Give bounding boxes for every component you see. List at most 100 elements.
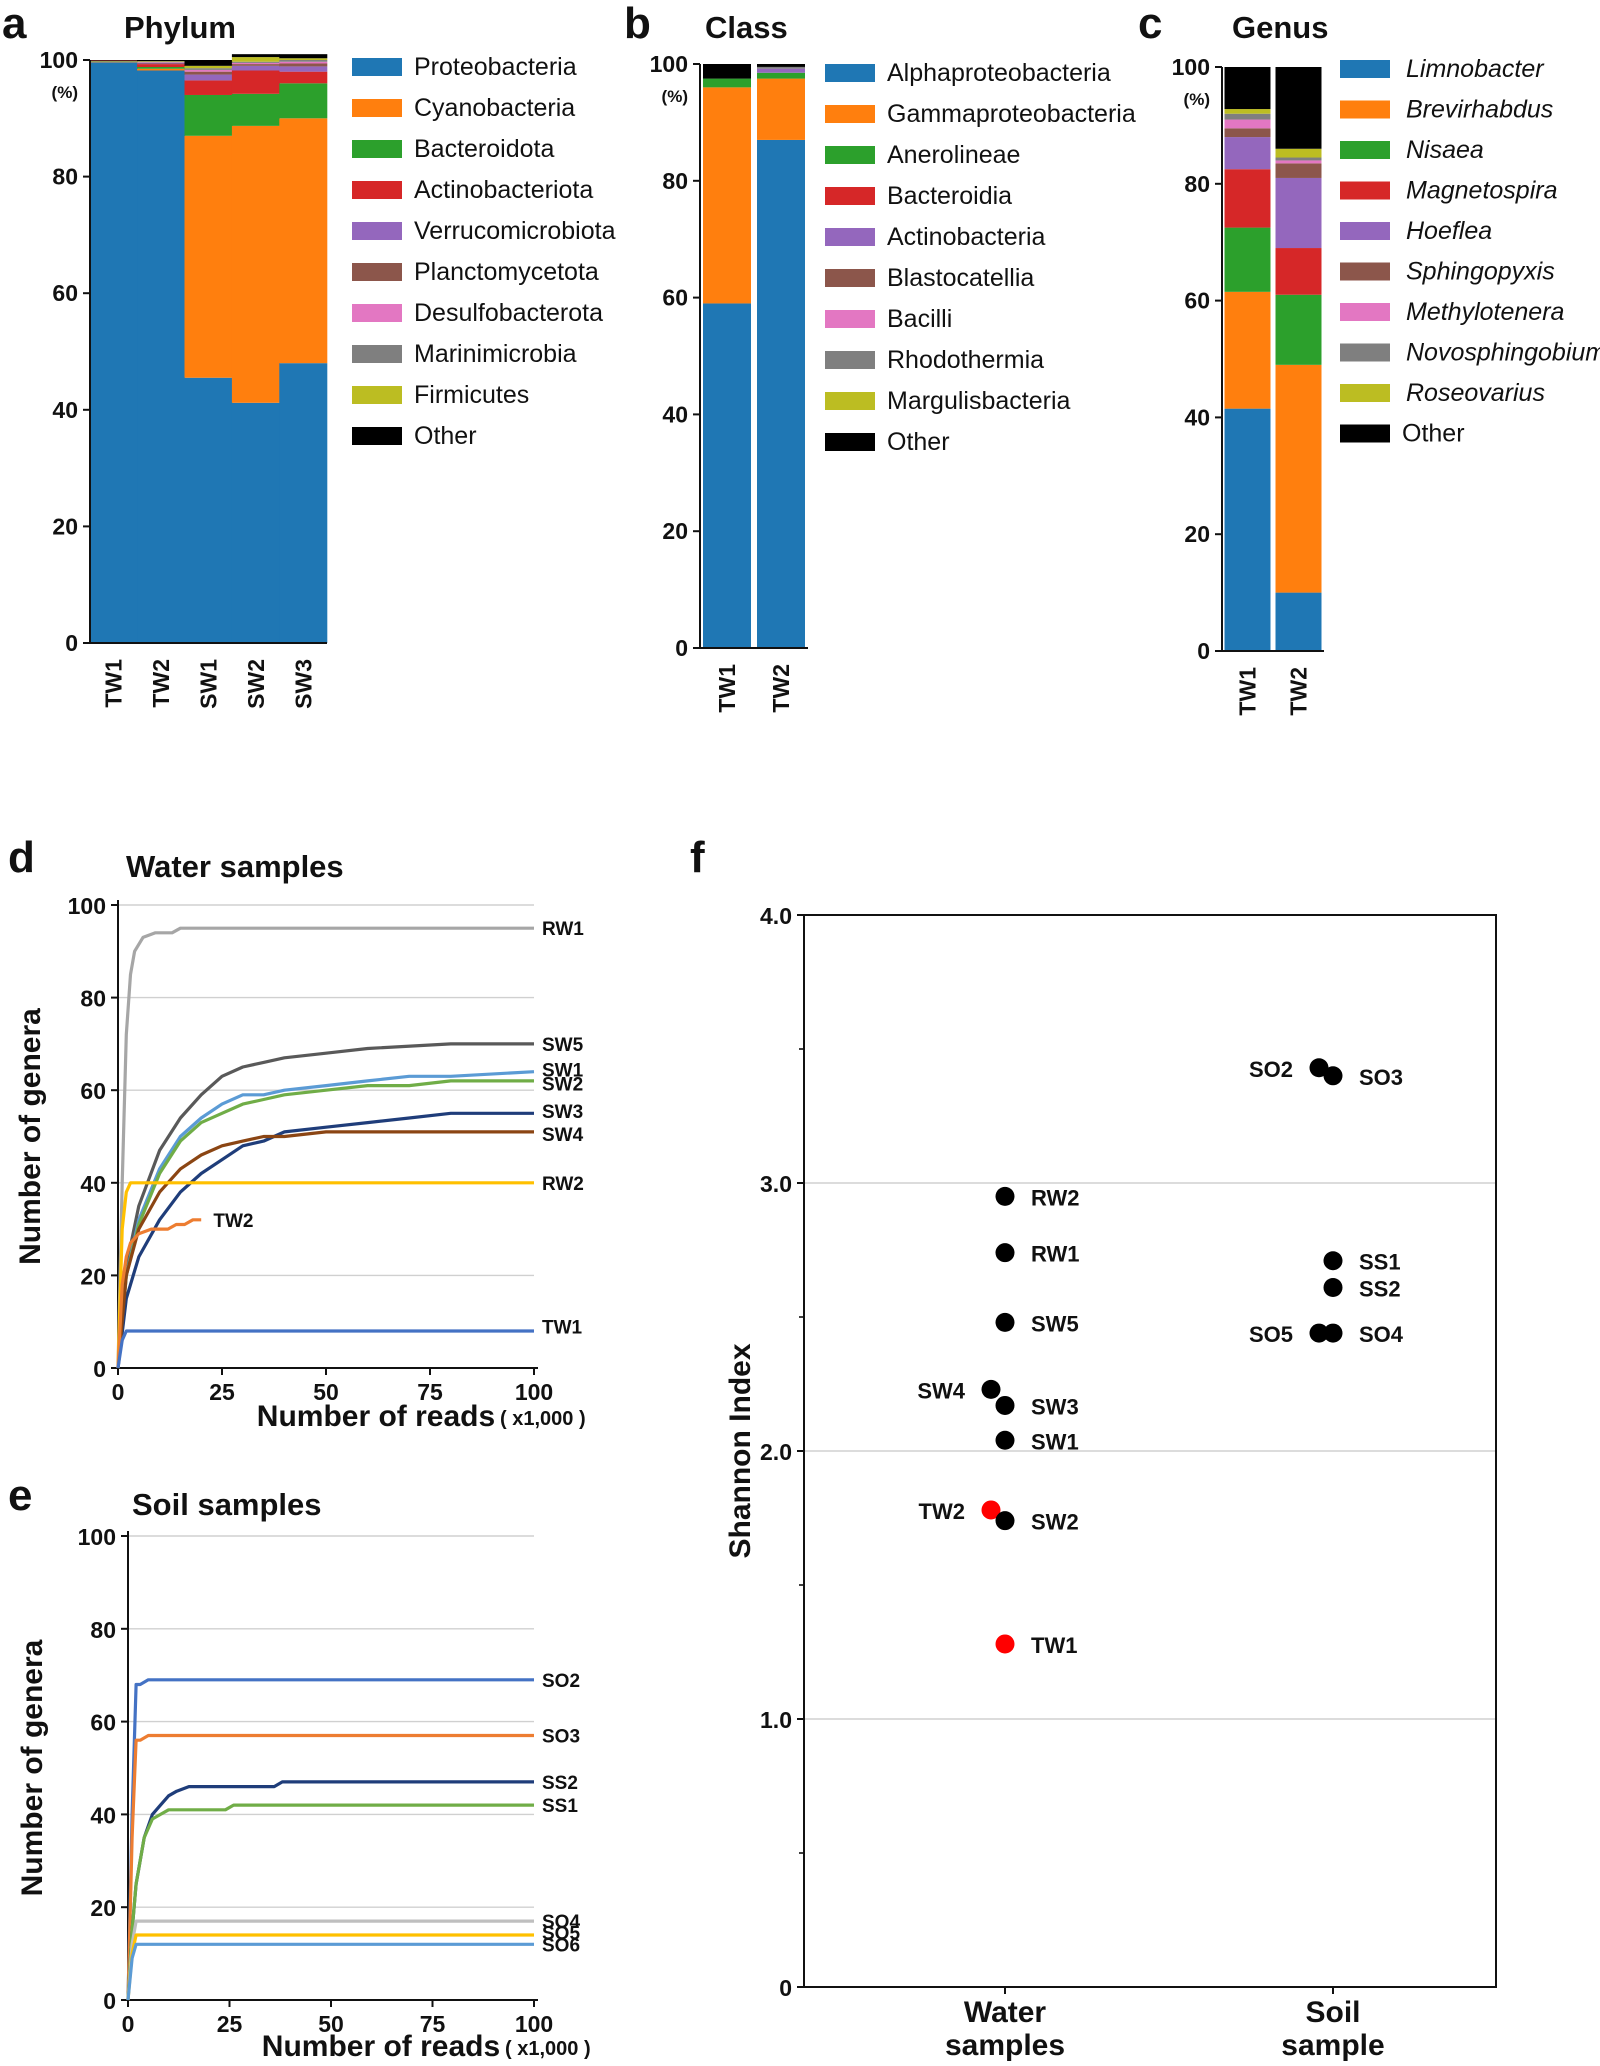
point-ss1 [1323, 1251, 1343, 1271]
y-tick-label: 20 [662, 518, 688, 544]
x-tick-label: TW2 [148, 659, 174, 708]
bar-segment-other-tw1 [89, 60, 138, 61]
x-axis-label: Number of reads [262, 2030, 500, 2063]
legend-label-methylotenera: Methylotenera [1406, 298, 1565, 326]
legend-label-roseovarius: Roseovarius [1406, 379, 1545, 407]
plot-frame [803, 914, 1497, 1988]
legend-label-firmicutes: Firmicutes [414, 381, 529, 409]
water-rarefaction-line-chart: Water samples 0 20 40 60 80 100 0 25 50 75 100 RW1 SW… [14, 849, 586, 1433]
bar-segment-firmicutes-tw2 [137, 61, 186, 62]
series-line-sw5 [116, 1042, 534, 1369]
bar-segment-firmicutes-sw2 [231, 57, 280, 62]
bar-segment-other-tw2 [137, 60, 186, 62]
legend-swatch-marinimicrobia [352, 345, 402, 363]
point-tw1 [995, 1634, 1015, 1654]
y-tick-label: 0 [93, 1356, 106, 1382]
x-category-label: Water [964, 1996, 1047, 2029]
bar-segment-alphaproteobacteria-tw1 [703, 303, 751, 648]
x-tick-label: 0 [112, 1379, 125, 1405]
x-tick-label: TW2 [768, 664, 794, 713]
chart-title: Class [705, 10, 788, 45]
legend-label-cyanobacteria: Cyanobacteria [414, 94, 575, 122]
legend-swatch-nisaea [1340, 141, 1390, 159]
series-label-sw1: SW1 [542, 1060, 584, 1081]
bar-segment-marinimicrobia-tw2 [137, 61, 186, 63]
legend-swatch-brevirhabdus [1340, 100, 1390, 119]
point-label-sw1: SW1 [1031, 1429, 1079, 1454]
panel-letter-a: a [2, 0, 27, 48]
bar-segment-verrucomicrobiota-sw2 [231, 65, 280, 71]
legend-label-verrucomicrobiota: Verrucomicrobiota [414, 217, 616, 245]
y-tick-label: 40 [80, 1171, 106, 1197]
bar-segment-desulfobacterota-sw3 [279, 61, 328, 64]
x-tick-label: 50 [313, 1379, 339, 1405]
series-label-so6: SO6 [542, 1935, 580, 1956]
bar-segment-bacteroidota-sw3 [279, 83, 328, 119]
bar-segment-bacteroidota-sw1 [184, 94, 233, 136]
bar-segment-hoeflea-tw1 [1224, 137, 1271, 170]
bar-segment-magnetospira-tw1 [1224, 169, 1271, 228]
bar-segment-actinobacteriota-sw2 [231, 70, 280, 94]
bar-segment-proteobacteria-sw3 [279, 363, 328, 643]
series-label-tw1: TW1 [542, 1317, 583, 1338]
chart-title: Genus [1232, 10, 1328, 45]
bar-segment-sphingopyxis-tw2 [1275, 163, 1322, 178]
panel-letter-d: d [8, 833, 35, 882]
bar-segment-desulfobacterota-sw1 [184, 69, 233, 72]
legend-swatch-rhodothermia [825, 351, 875, 369]
bar-segment-cyanobacteria-sw3 [279, 118, 328, 364]
y-tick-label: 100 [68, 893, 106, 919]
y-tick-label: 40 [662, 401, 688, 427]
series-line-tw1 [116, 1329, 534, 1369]
percent-unit-label: (%) [52, 83, 78, 102]
legend-swatch-bacteroidota [352, 140, 402, 158]
bar-segment-methylotenera-tw2 [1275, 160, 1322, 164]
point-tw2 [981, 1500, 1001, 1520]
y-tick-label: 1.0 [760, 1707, 792, 1733]
y-tick-label: 100 [78, 1524, 116, 1550]
legend-label-rhodothermia: Rhodothermia [887, 346, 1044, 374]
series-line-sw4 [116, 1130, 534, 1369]
point-so3 [1323, 1066, 1343, 1086]
point-sw3 [995, 1395, 1015, 1415]
bar-segment-other-sw2 [231, 54, 280, 58]
point-label-so5: SO5 [1249, 1322, 1293, 1347]
x-tick-label: 75 [417, 1379, 443, 1405]
bar-segment-cyanobacteria-tw1 [89, 61, 138, 63]
legend-label-bacteroidota: Bacteroidota [414, 135, 554, 163]
series-label-ss1: SS1 [542, 1796, 578, 1817]
y-tick-label: 100 [650, 51, 688, 77]
class-stacked-bar-chart: Class TW1 TW2 0 20 40 60 80 100 (%) Alphaproteobac… [650, 10, 1136, 713]
y-tick-label: 3.0 [760, 1171, 792, 1197]
bar-segment-gammaproteobacteria-tw1 [703, 87, 751, 304]
y-tick-label: 60 [52, 280, 78, 306]
x-category-label: sample [1281, 2029, 1384, 2062]
bar-segment-firmicutes-sw3 [279, 58, 328, 60]
legend-swatch-blastocatellia [825, 269, 875, 287]
bar-segment-brevirhabdus-tw1 [1224, 291, 1271, 409]
legend-swatch-planctomycetota [352, 263, 402, 281]
chart-title: Phylum [124, 10, 236, 45]
point-label-so2: SO2 [1249, 1057, 1293, 1082]
bar-segment-verrucomicrobiota-sw1 [184, 74, 233, 81]
bar-segment-planctomycetota-tw2 [137, 62, 186, 64]
bar-segment-verrucomicrobiota-tw2 [137, 63, 186, 65]
bar-segment-nisaea-tw2 [1275, 294, 1322, 365]
bar-segment-proteobacteria-sw2 [231, 402, 280, 643]
y-tick-label: 20 [90, 1895, 116, 1921]
bar-segment-planctomycetota-sw2 [231, 64, 280, 66]
point-label-rw2: RW2 [1031, 1185, 1080, 1210]
bar-segment-anerolineae-tw1 [703, 78, 751, 88]
point-sw1 [995, 1430, 1015, 1450]
bar-segment-cyanobacteria-tw2 [137, 68, 186, 71]
panel-letter-b: b [624, 0, 651, 48]
bar-segment-desulfobacterota-tw2 [137, 62, 186, 63]
legend-swatch-cyanobacteria [352, 99, 402, 117]
x-axis-label: Number of reads [257, 1400, 495, 1433]
legend-label-anerolineae: Anerolineae [887, 141, 1020, 169]
legend-label-alphaproteobacteria: Alphaproteobacteria [887, 59, 1111, 87]
x-tick-label: 0 [122, 2011, 135, 2037]
legend-swatch-other [1340, 424, 1390, 443]
legend-label-proteobacteria: Proteobacteria [414, 53, 577, 81]
